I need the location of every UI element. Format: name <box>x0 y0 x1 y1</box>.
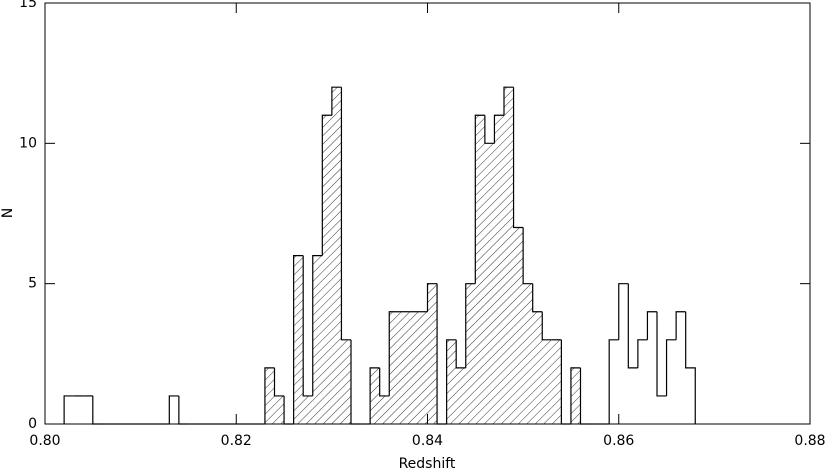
histogram-bar <box>92 395 103 425</box>
hatched-bar <box>341 339 351 424</box>
histogram-bar <box>685 311 696 424</box>
histogram-bar <box>512 87 524 229</box>
hatched-bar <box>446 339 457 424</box>
hatched-bar <box>370 367 380 424</box>
histogram-bar <box>302 255 313 397</box>
hatched-bar <box>303 395 313 424</box>
hatched-bar <box>427 283 438 424</box>
hatched-bar <box>513 227 524 424</box>
histogram-bar <box>273 367 285 397</box>
histogram-bar <box>656 311 667 397</box>
y-tick-label: 5 <box>28 276 37 292</box>
histogram-bar <box>484 115 495 144</box>
hatched-bar <box>465 283 476 424</box>
histogram-bar <box>168 395 179 424</box>
hatched-bar <box>379 395 390 424</box>
hatched-bar <box>389 311 399 424</box>
hatched-bar <box>331 87 342 424</box>
hatched-bar <box>542 339 552 424</box>
hatched-bar <box>398 311 409 424</box>
hatched-bar <box>570 367 581 424</box>
histogram-bar <box>283 395 294 425</box>
histogram-bar <box>627 283 638 369</box>
hatched-bar <box>293 255 304 424</box>
histogram-bar <box>350 339 361 425</box>
x-axis-label: Redshift <box>399 456 456 472</box>
histogram-bar <box>665 339 677 396</box>
histogram-bar <box>532 283 543 313</box>
hatched-bar <box>274 395 285 424</box>
y-tick-label: 10 <box>19 135 37 151</box>
histogram-bar <box>560 339 571 425</box>
hatched-bar <box>475 115 485 425</box>
hatched-bar <box>456 367 466 424</box>
hatched-bar <box>417 311 428 424</box>
y-tick-label: 15 <box>19 0 37 11</box>
y-axis-label: N <box>0 208 16 218</box>
hatched-bar <box>532 311 543 424</box>
histogram-bar <box>637 339 648 368</box>
x-tick-label: 0.82 <box>221 433 252 449</box>
histogram-bar <box>436 283 447 425</box>
hatched-bar <box>484 143 495 425</box>
hatched-bar <box>551 339 562 424</box>
x-tick-label: 0.80 <box>29 433 60 449</box>
histogram-bar <box>646 311 657 340</box>
histogram-bar <box>675 311 686 340</box>
hatched-bar <box>494 115 504 425</box>
histogram-bar <box>340 87 351 341</box>
histogram-bar <box>455 339 466 369</box>
hatched-bar <box>523 283 533 424</box>
histogram-bar <box>379 367 390 397</box>
histogram-bar <box>608 339 619 424</box>
x-tick-label: 0.88 <box>794 433 825 449</box>
histogram-bar <box>178 395 189 425</box>
hatched-bar <box>322 115 332 425</box>
hatched-bar <box>504 87 514 424</box>
histogram-bar <box>522 227 533 285</box>
x-tick-label: 0.86 <box>603 433 634 449</box>
y-tick-label: 0 <box>28 416 37 432</box>
x-tick-label: 0.84 <box>412 433 443 449</box>
histogram-bar <box>541 311 552 341</box>
histogram-bar <box>579 367 591 425</box>
histogram-bar <box>63 395 74 424</box>
hatched-bar <box>312 255 323 424</box>
hatched-bar <box>264 367 275 424</box>
histogram-bar <box>618 283 629 340</box>
hatched-bar <box>408 311 418 424</box>
